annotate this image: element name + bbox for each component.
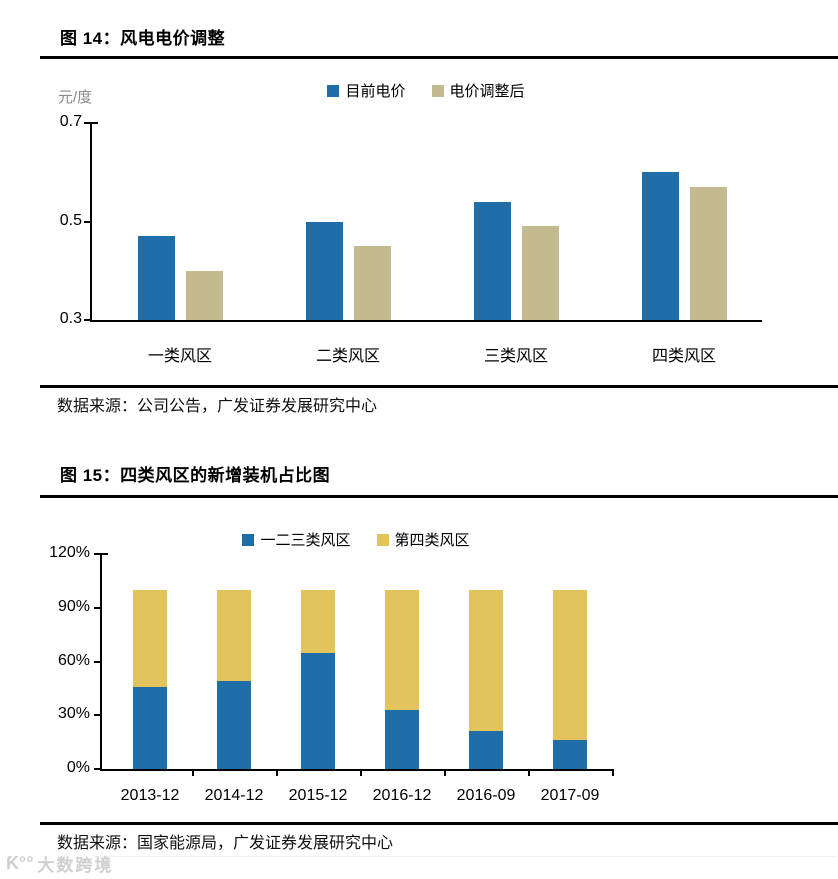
y-axis-tick-label: 30%: [57, 705, 90, 723]
x-axis-category-label: 2014-12: [204, 787, 264, 804]
stacked-bar-segment: [301, 589, 335, 653]
stacked-bar-segment: [385, 589, 419, 710]
figure15-title: 图 15：四类风区的新增装机占比图: [60, 466, 331, 485]
x-axis-tick: [444, 769, 446, 776]
stacked-bar-segment: [469, 589, 503, 732]
x-axis-category-label: 三类风区: [483, 348, 548, 365]
y-axis-top-tick: [100, 553, 108, 555]
stacked-bar-segment: [553, 740, 587, 769]
legend-swatch-icon: [431, 84, 444, 97]
legend-item: 电价调整后: [431, 80, 525, 101]
legend-swatch-icon: [327, 84, 340, 97]
legend-label: 电价调整后: [449, 83, 525, 100]
legend-swatch-icon: [242, 533, 255, 546]
x-axis-tick: [360, 769, 362, 776]
x-axis-category-label: 2015-12: [288, 787, 348, 804]
figure14-legend: 目前电价 电价调整后: [90, 80, 762, 101]
stacked-bar-segment: [133, 589, 167, 687]
y-axis-tick: [84, 122, 90, 124]
y-axis-tick-label: 0.3: [59, 310, 82, 327]
watermark-logo-icon: Ƙ°°: [6, 853, 34, 873]
figure14-source: 数据来源：公司公告，广发证券发展研究中心: [57, 398, 378, 415]
stacked-bar-segment: [553, 589, 587, 741]
figure14-top-rule: [40, 56, 838, 59]
y-axis-tick: [84, 220, 90, 223]
bar: [305, 221, 343, 320]
x-axis-category-label: 一类风区: [147, 348, 212, 365]
y-axis-tick: [84, 319, 90, 321]
x-axis-category-label: 2013-12: [120, 787, 180, 804]
stacked-bar-segment: [133, 686, 167, 769]
legend-item: 目前电价: [327, 80, 406, 101]
y-axis-tick: [94, 606, 100, 609]
x-axis-tick: [528, 769, 530, 776]
stacked-bar-segment: [217, 589, 251, 682]
figure14-bottom-rule: [40, 385, 838, 388]
y-axis-tick-label: 0%: [66, 759, 90, 776]
x-axis-tick: [612, 769, 614, 776]
bar: [473, 201, 511, 320]
watermark: Ƙ°° 大数跨境: [6, 851, 113, 876]
legend-label: 目前电价: [345, 83, 406, 100]
legend-label: 第四类风区: [394, 532, 470, 549]
y-axis-unit-label: 元/度: [58, 89, 93, 106]
stacked-bar-segment: [301, 652, 335, 769]
legend-item: 第四类风区: [376, 529, 470, 550]
legend-item: 一二三类风区: [242, 529, 351, 550]
y-axis-tick-label: 0.7: [59, 113, 82, 130]
y-axis-tick: [94, 714, 100, 717]
figure14-title: 图 14：风电电价调整: [60, 29, 226, 48]
bar: [689, 187, 727, 320]
x-axis-tick: [276, 769, 278, 776]
y-axis-tick-label: 90%: [57, 597, 90, 615]
stacked-bar-segment: [469, 731, 503, 769]
x-axis-category-label: 2016-12: [372, 787, 432, 804]
y-axis-tick: [94, 768, 100, 770]
legend-label: 一二三类风区: [260, 532, 351, 549]
bar: [137, 236, 175, 320]
figure15-legend: 一二三类风区 第四类风区: [100, 529, 612, 550]
watermark-text: 大数跨境: [37, 856, 114, 875]
stacked-bar-segment: [217, 681, 251, 769]
x-axis-tick: [192, 769, 194, 776]
x-axis-line: [100, 769, 612, 771]
y-axis-tick-label: 120%: [49, 544, 90, 561]
figure15-top-rule: [40, 495, 838, 498]
y-axis-line: [90, 123, 92, 322]
figure15-source: 数据来源：国家能源局，广发证券发展研究中心: [57, 835, 394, 852]
y-axis-line: [100, 554, 102, 771]
x-axis-line: [90, 320, 762, 322]
stacked-bar-segment: [385, 709, 419, 769]
y-axis-top-tick: [90, 122, 98, 124]
bar: [521, 226, 559, 320]
bar: [353, 246, 391, 320]
x-axis-category-label: 二类风区: [315, 348, 380, 365]
figure15-bottom-rule: [40, 822, 838, 825]
x-axis-category-label: 2016-09: [456, 787, 516, 804]
x-axis-category-label: 四类风区: [651, 348, 716, 365]
y-axis-tick: [94, 660, 100, 663]
section-divider: [95, 856, 835, 857]
x-axis-category-label: 2017-09: [540, 787, 600, 804]
y-axis-tick: [94, 553, 100, 555]
y-axis-tick-label: 0.5: [59, 211, 82, 229]
y-axis-tick-label: 60%: [57, 651, 90, 669]
bar: [641, 172, 679, 320]
bar: [185, 270, 223, 320]
legend-swatch-icon: [376, 533, 389, 546]
